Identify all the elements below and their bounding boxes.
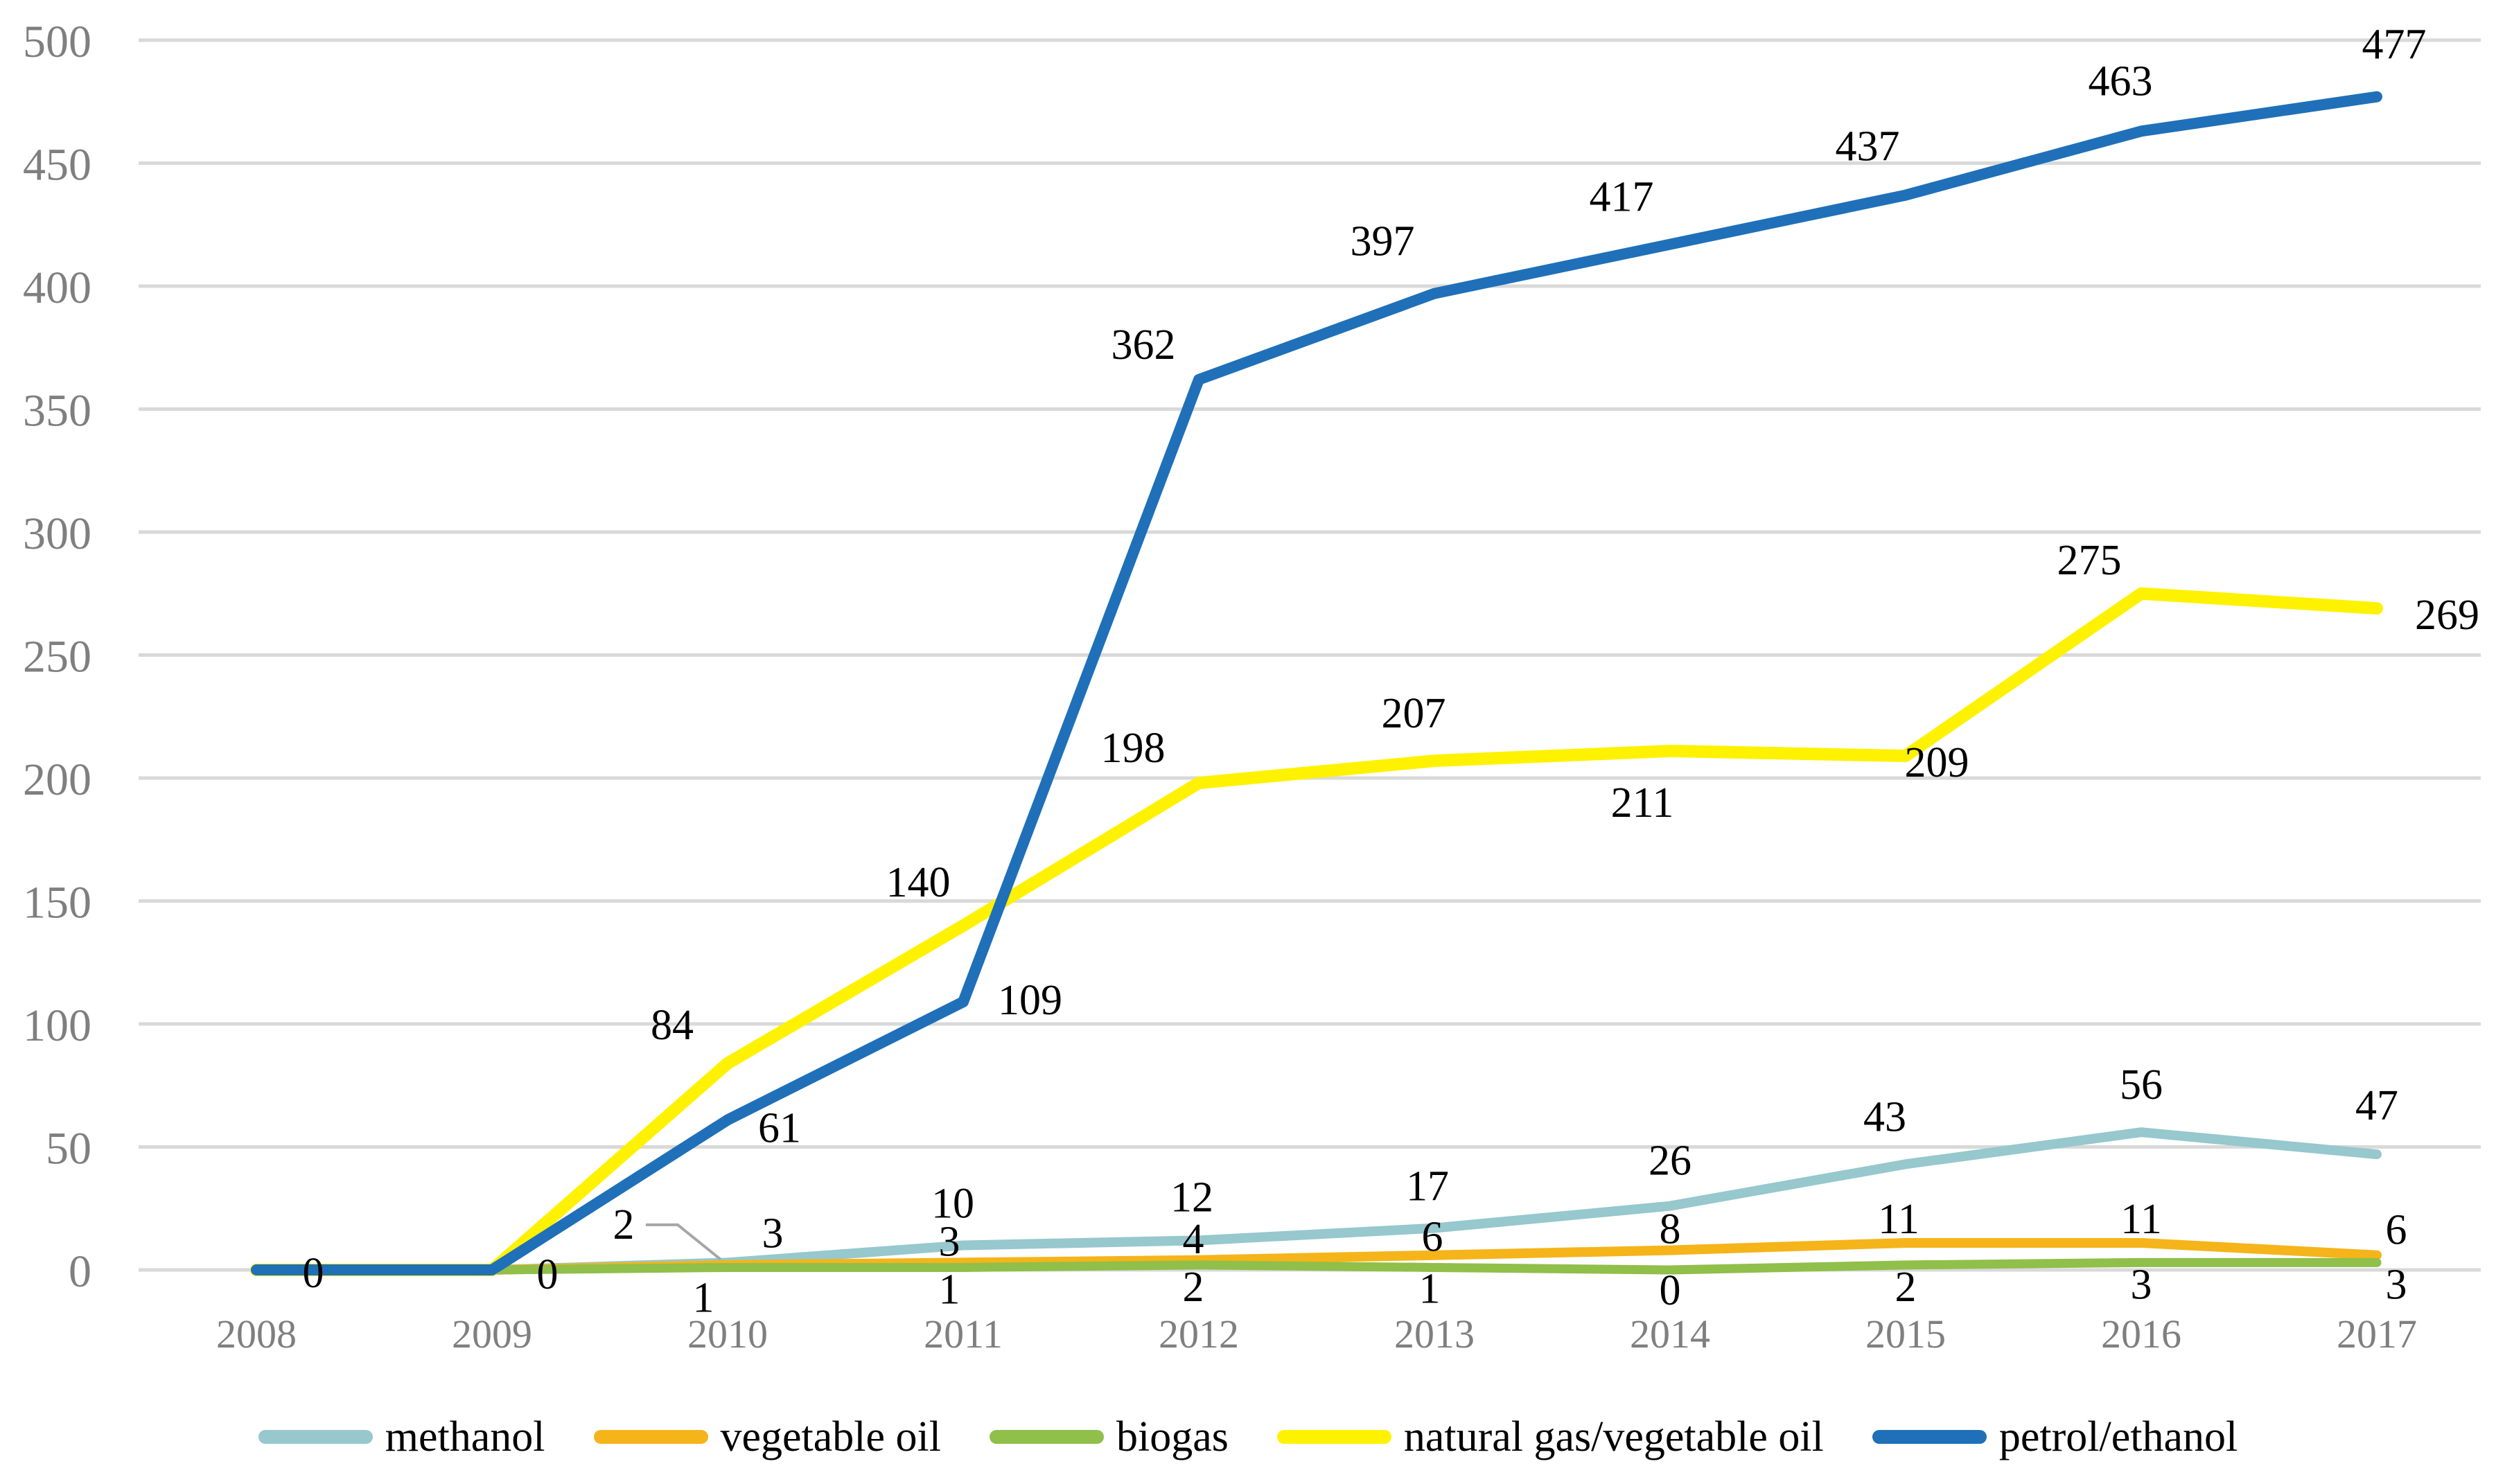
data-label: 1 — [939, 1266, 960, 1313]
data-label: 6 — [1422, 1214, 1443, 1261]
series-line-natural-gas-vegetable-oil[interactable] — [250, 587, 2383, 1276]
legend-swatch-vegetable-oil — [593, 1430, 708, 1444]
y-axis-tick-label: 300 — [23, 509, 91, 559]
y-axis-tick-label: 450 — [23, 140, 91, 191]
data-label: 11 — [2120, 1196, 2162, 1243]
data-label: 1 — [693, 1274, 714, 1321]
legend-item-petrol-ethanol[interactable]: petrol/ethanol — [1872, 1415, 2238, 1458]
data-label: 3 — [762, 1210, 784, 1257]
legend-swatch-methanol — [258, 1430, 373, 1444]
data-label: 3 — [939, 1218, 960, 1265]
legend-label-biogas: biogas — [1116, 1413, 1229, 1460]
x-axis-tick-label: 2015 — [1865, 1311, 1946, 1357]
data-label: 437 — [1836, 123, 1900, 170]
legend-swatch-petrol-ethanol — [1872, 1430, 1987, 1444]
data-label: 56 — [2120, 1061, 2163, 1108]
data-label: 0 — [303, 1250, 324, 1297]
legend-item-biogas[interactable]: biogas — [990, 1415, 1229, 1458]
data-label: 6 — [2386, 1207, 2407, 1254]
series-line-petrol-ethanol[interactable] — [251, 91, 2382, 1275]
data-label: 61 — [758, 1104, 801, 1151]
data-label: 1 — [1419, 1265, 1441, 1312]
y-axis-tick-label: 500 — [23, 17, 91, 67]
y-axis-tick-label: 100 — [23, 1000, 91, 1051]
data-label: 477 — [2362, 21, 2427, 69]
x-axis-tick-label: 2008 — [216, 1311, 297, 1357]
x-axis-tick-label: 2013 — [1394, 1311, 1475, 1357]
data-label-callout: 2 — [613, 1201, 635, 1248]
data-label: 3 — [2386, 1261, 2407, 1308]
legend-swatch-biogas — [990, 1430, 1104, 1444]
legend-item-methanol[interactable]: methanol — [258, 1415, 545, 1458]
data-label: 275 — [2057, 537, 2122, 584]
x-axis-tick-label: 2011 — [924, 1311, 1003, 1357]
series-line-biogas[interactable] — [252, 1257, 2382, 1275]
y-axis-tick-label: 50 — [46, 1124, 91, 1174]
chart-legend: methanol vegetable oil biogas natural gas/v… — [0, 1395, 2496, 1478]
data-label: 140 — [886, 859, 951, 906]
data-label: 269 — [2415, 592, 2479, 639]
y-axis-tick-label: 150 — [23, 878, 91, 928]
y-axis-tick-label: 0 — [69, 1246, 91, 1297]
legend-item-natural-gas-vegetable-oil[interactable]: natural gas/vegetable oil — [1276, 1413, 1824, 1460]
data-label: 2 — [1183, 1264, 1204, 1311]
data-label: 2 — [1895, 1264, 1917, 1311]
data-label: 43 — [1863, 1093, 1906, 1140]
data-label: 362 — [1111, 321, 1176, 369]
y-axis-tick-label: 400 — [23, 263, 91, 313]
y-axis-tick-label: 200 — [23, 754, 91, 805]
data-label: 4 — [1183, 1216, 1204, 1263]
legend-label-petrol-ethanol: petrol/ethanol — [1998, 1413, 2238, 1460]
data-label: 417 — [1590, 174, 1654, 221]
x-axis-tick-label: 2009 — [452, 1311, 532, 1357]
data-label: 26 — [1649, 1138, 1691, 1185]
data-label: 10 — [931, 1181, 974, 1228]
x-axis-tick-label: 2010 — [687, 1311, 768, 1357]
callout-leader-line — [646, 1223, 722, 1261]
data-label: 463 — [2089, 58, 2153, 105]
x-axis-tick-label: 2014 — [1630, 1311, 1710, 1357]
data-label: 0 — [1660, 1267, 1681, 1314]
legend-item-vegetable-oil[interactable]: vegetable oil — [593, 1413, 941, 1460]
data-label: 397 — [1351, 218, 1415, 265]
legend-swatch-natural-gas-vegetable-oil — [1276, 1430, 1391, 1444]
data-label: 17 — [1406, 1163, 1449, 1210]
y-axis-tick-label: 350 — [23, 386, 91, 436]
data-label: 211 — [1611, 779, 1674, 827]
data-label: 12 — [1170, 1174, 1213, 1221]
data-label: 84 — [651, 1002, 694, 1049]
data-label: 47 — [2355, 1082, 2398, 1129]
legend-label-vegetable-oil: vegetable oil — [720, 1413, 941, 1460]
legend-label-natural-gas-vegetable-oil: natural gas/vegetable oil — [1403, 1413, 1824, 1460]
data-label: 3 — [2131, 1261, 2152, 1308]
data-label: 198 — [1101, 725, 1166, 772]
data-label: 109 — [998, 977, 1062, 1024]
data-label: 11 — [1878, 1196, 1919, 1243]
x-axis-tick-label: 2016 — [2101, 1311, 2181, 1357]
data-label: 209 — [1905, 739, 1969, 786]
x-axis-tick-label: 2017 — [2337, 1311, 2417, 1357]
data-label: 207 — [1382, 690, 1446, 737]
data-label: 0 — [537, 1251, 559, 1298]
legend-label-methanol: methanol — [385, 1413, 545, 1460]
y-axis-tick-label: 250 — [23, 632, 91, 682]
x-axis-tick-label: 2012 — [1159, 1311, 1239, 1357]
data-label: 8 — [1660, 1206, 1681, 1253]
